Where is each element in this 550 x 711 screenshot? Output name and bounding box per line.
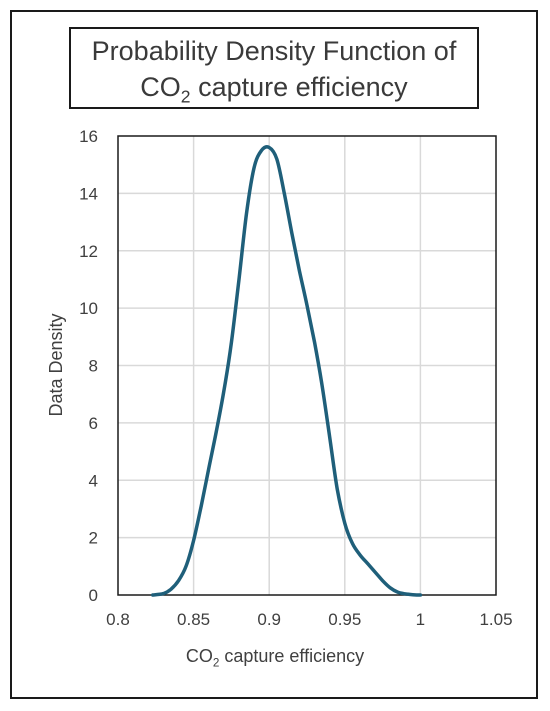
y-tick-label: 10 [79, 299, 98, 318]
x-tick-label: 0.9 [257, 610, 281, 629]
chart-title-line1: Probability Density Function of [91, 36, 457, 66]
x-axis-label: CO2 capture efficiency [185, 646, 365, 670]
y-axis-label: Data Density [46, 313, 66, 416]
chart-title: Probability Density Function of CO2 capt… [69, 27, 479, 109]
y-tick-label: 16 [79, 127, 98, 146]
y-tick-label: 0 [89, 586, 98, 605]
y-tick-label: 14 [79, 184, 98, 203]
x-tick-label: 1.05 [479, 610, 512, 629]
x-tick-label: 0.85 [177, 610, 210, 629]
x-tick-label: 0.8 [106, 610, 130, 629]
x-tick-label: 0.95 [328, 610, 361, 629]
figure-frame [10, 10, 538, 699]
density-curve [151, 145, 423, 597]
chart-title-line2: CO2 capture efficiency [140, 72, 408, 107]
y-tick-label: 6 [89, 414, 98, 433]
y-tick-label: 12 [79, 242, 98, 261]
y-tick-label: 8 [89, 357, 98, 376]
y-tick-label: 4 [89, 471, 98, 490]
plot-area [117, 135, 497, 596]
y-tick-label: 2 [89, 529, 98, 548]
x-tick-label: 1 [416, 610, 425, 629]
grid-lines [118, 136, 496, 595]
